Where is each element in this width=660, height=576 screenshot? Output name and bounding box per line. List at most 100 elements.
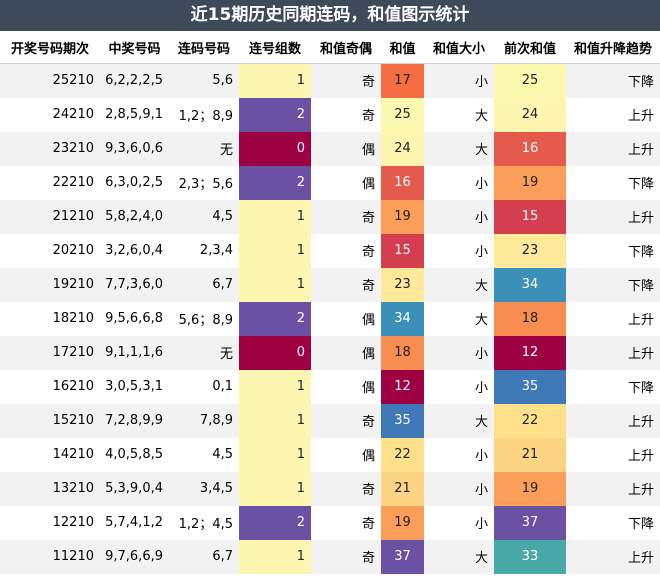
cell-groups: 2 <box>239 301 311 336</box>
table-row: 23210 9,3,6,0,6 无 0 偶 24 大 16 上升 <box>0 131 660 166</box>
cell-sum: 16 <box>381 165 424 200</box>
cell-trend: 上升 <box>566 335 660 370</box>
col-header-period: 开奖号码期次 <box>0 31 100 64</box>
cell-sum: 24 <box>381 131 424 166</box>
cell-period: 14210 <box>0 437 100 472</box>
cell-prev-sum: 24 <box>494 97 566 132</box>
table-row: 16210 3,0,5,3,1 0,1 1 偶 12 小 35 下降 <box>0 369 660 404</box>
cell-sum: 22 <box>381 437 424 472</box>
cell-sum: 23 <box>381 267 424 302</box>
cell-consecutive: 6,7 <box>169 539 239 574</box>
table-title: 近15期历史同期连码，和值图示统计 <box>0 0 660 31</box>
cell-numbers: 6,2,2,2,5 <box>100 63 169 98</box>
cell-period: 17210 <box>0 335 100 370</box>
cell-parity: 奇 <box>311 267 381 302</box>
table-row: 13210 5,3,9,0,4 3,4,5 1 奇 21 小 19 上升 <box>0 471 660 506</box>
cell-groups: 0 <box>239 335 311 370</box>
cell-prev-sum: 16 <box>494 131 566 166</box>
cell-consecutive: 7,8,9 <box>169 403 239 438</box>
table-row: 11210 9,7,6,6,9 6,7 1 奇 37 大 33 上升 <box>0 539 660 574</box>
col-header-consecutive: 连码号码 <box>169 31 239 64</box>
cell-parity: 偶 <box>311 335 381 370</box>
cell-period: 16210 <box>0 369 100 404</box>
cell-trend: 上升 <box>566 199 660 234</box>
cell-numbers: 9,3,6,0,6 <box>100 131 169 166</box>
table-row: 14210 4,0,5,8,5 4,5 1 偶 22 小 21 上升 <box>0 437 660 472</box>
col-header-groups: 连号组数 <box>239 31 311 64</box>
cell-sum: 21 <box>381 471 424 506</box>
cell-numbers: 9,7,6,6,9 <box>100 539 169 574</box>
cell-trend: 上升 <box>566 131 660 166</box>
cell-prev-sum: 34 <box>494 267 566 302</box>
cell-consecutive: 3,4,5 <box>169 471 239 506</box>
cell-numbers: 5,8,2,4,0 <box>100 199 169 234</box>
cell-prev-sum: 37 <box>494 505 566 540</box>
cell-consecutive: 5,6；8,9 <box>169 301 239 336</box>
header-row: 开奖号码期次 中奖号码 连码号码 连号组数 和值奇偶 和值 和值大小 前次和值 … <box>0 31 660 64</box>
table-row: 18210 9,5,6,6,8 5,6；8,9 2 偶 34 大 18 上升 <box>0 301 660 336</box>
cell-trend: 上升 <box>566 97 660 132</box>
cell-prev-sum: 18 <box>494 301 566 336</box>
cell-trend: 下降 <box>566 165 660 200</box>
col-header-size: 和值大小 <box>424 31 494 64</box>
cell-trend: 上升 <box>566 471 660 506</box>
cell-numbers: 9,1,1,1,6 <box>100 335 169 370</box>
cell-size: 大 <box>424 267 494 302</box>
cell-parity: 奇 <box>311 403 381 438</box>
cell-prev-sum: 21 <box>494 437 566 472</box>
cell-period: 24210 <box>0 97 100 132</box>
cell-prev-sum: 22 <box>494 403 566 438</box>
cell-parity: 奇 <box>311 505 381 540</box>
cell-period: 23210 <box>0 131 100 166</box>
cell-trend: 上升 <box>566 301 660 336</box>
cell-size: 小 <box>424 437 494 472</box>
cell-consecutive: 1,2；8,9 <box>169 97 239 132</box>
cell-sum: 18 <box>381 335 424 370</box>
cell-size: 小 <box>424 505 494 540</box>
cell-prev-sum: 35 <box>494 369 566 404</box>
cell-groups: 1 <box>239 539 311 574</box>
cell-groups: 1 <box>239 63 311 98</box>
cell-numbers: 3,2,6,0,4 <box>100 233 169 268</box>
cell-consecutive: 无 <box>169 335 239 370</box>
cell-size: 小 <box>424 471 494 506</box>
cell-parity: 偶 <box>311 301 381 336</box>
cell-numbers: 9,5,6,6,8 <box>100 301 169 336</box>
cell-period: 20210 <box>0 233 100 268</box>
cell-trend: 上升 <box>566 437 660 472</box>
cell-groups: 1 <box>239 267 311 302</box>
cell-size: 大 <box>424 539 494 574</box>
cell-prev-sum: 33 <box>494 539 566 574</box>
cell-prev-sum: 25 <box>494 63 566 98</box>
cell-size: 大 <box>424 97 494 132</box>
cell-groups: 2 <box>239 505 311 540</box>
cell-sum: 37 <box>381 539 424 574</box>
cell-parity: 偶 <box>311 437 381 472</box>
cell-size: 小 <box>424 233 494 268</box>
cell-trend: 下降 <box>566 63 660 98</box>
cell-consecutive: 1,2；4,5 <box>169 505 239 540</box>
cell-sum: 17 <box>381 63 424 98</box>
cell-consecutive: 2,3；5,6 <box>169 165 239 200</box>
col-header-numbers: 中奖号码 <box>100 31 169 64</box>
cell-numbers: 4,0,5,8,5 <box>100 437 169 472</box>
cell-groups: 0 <box>239 131 311 166</box>
table-row: 21210 5,8,2,4,0 4,5 1 奇 19 小 15 上升 <box>0 199 660 234</box>
cell-parity: 偶 <box>311 131 381 166</box>
cell-consecutive: 4,5 <box>169 437 239 472</box>
cell-numbers: 6,3,0,2,5 <box>100 165 169 200</box>
cell-period: 25210 <box>0 63 100 98</box>
cell-consecutive: 0,1 <box>169 369 239 404</box>
cell-sum: 19 <box>381 199 424 234</box>
cell-sum: 35 <box>381 403 424 438</box>
cell-parity: 奇 <box>311 539 381 574</box>
col-header-parity: 和值奇偶 <box>311 31 381 64</box>
cell-sum: 25 <box>381 97 424 132</box>
cell-prev-sum: 19 <box>494 165 566 200</box>
cell-consecutive: 2,3,4 <box>169 233 239 268</box>
cell-parity: 奇 <box>311 97 381 132</box>
cell-size: 大 <box>424 131 494 166</box>
cell-numbers: 7,7,3,6,0 <box>100 267 169 302</box>
col-header-prev-sum: 前次和值 <box>494 31 566 64</box>
cell-period: 11210 <box>0 539 100 574</box>
